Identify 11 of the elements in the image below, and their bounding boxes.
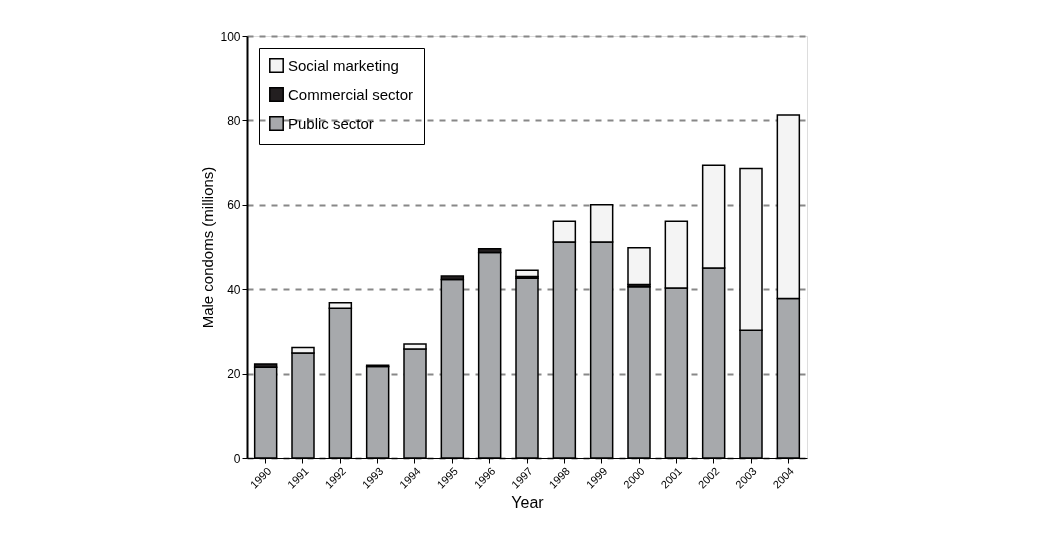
y-tick-label: 60 <box>227 198 241 213</box>
y-tick-label: 100 <box>220 29 241 44</box>
y-tick-label: 0 <box>233 451 241 466</box>
legend-label: Social marketing <box>288 56 399 74</box>
legend-label: Commercial sector <box>288 85 414 103</box>
y-tick-label: 80 <box>227 113 241 128</box>
x-axis-title: Year <box>511 493 545 511</box>
y-axis-title: Male condoms (millions) <box>199 166 217 329</box>
y-tick-label: 40 <box>227 282 241 297</box>
legend-label: Public sector <box>288 114 374 132</box>
y-tick-label: 20 <box>227 367 241 382</box>
